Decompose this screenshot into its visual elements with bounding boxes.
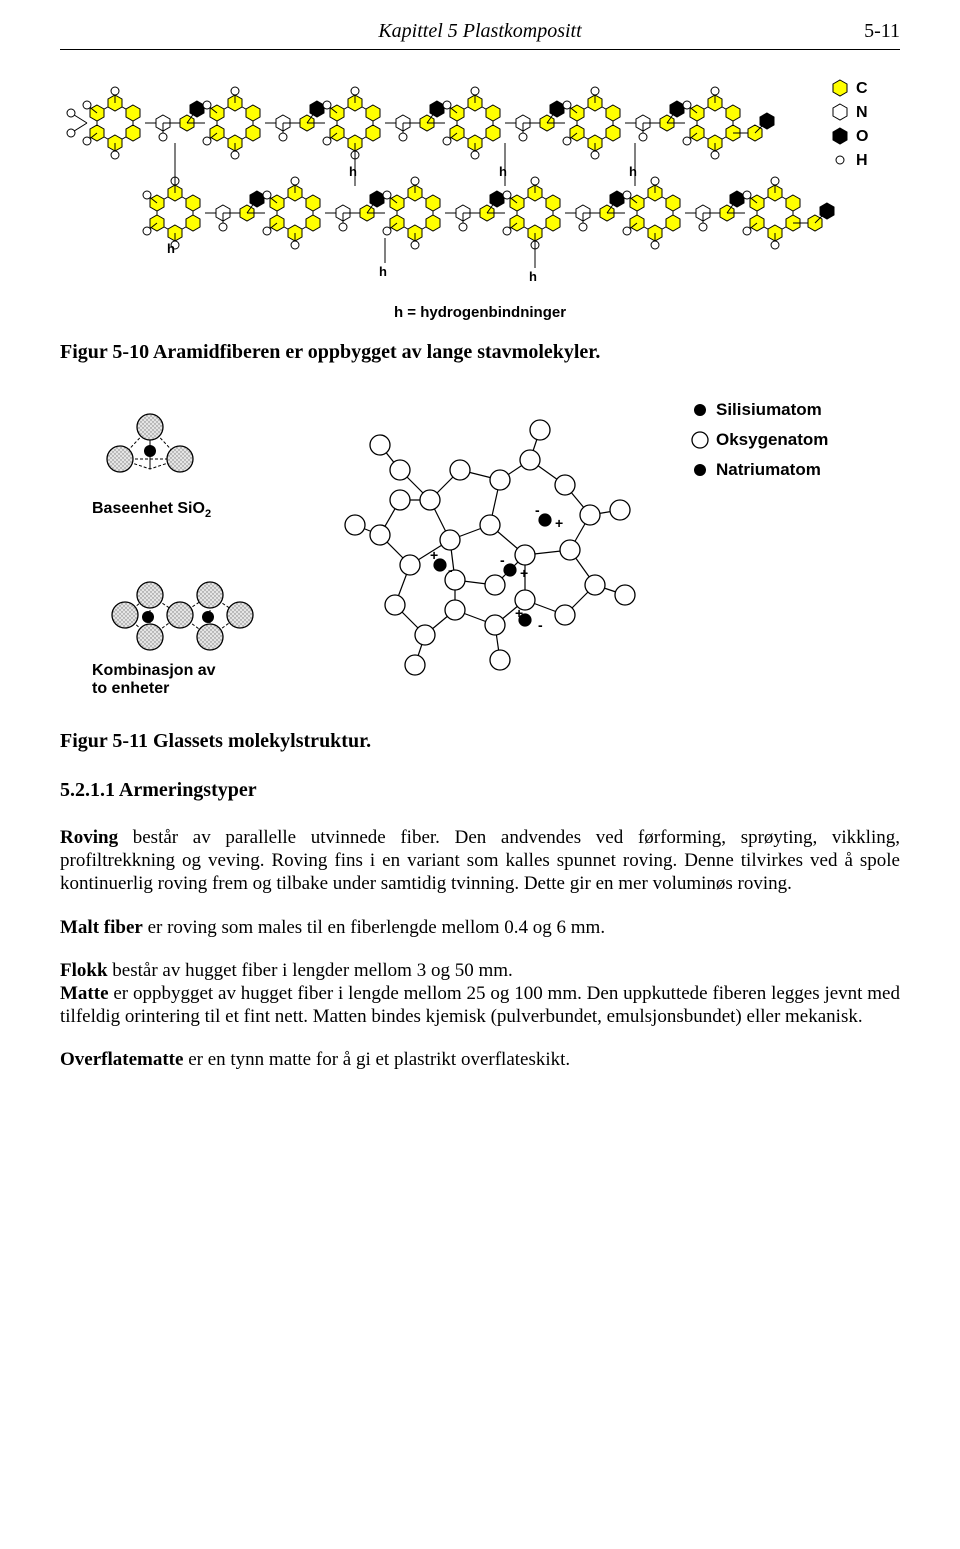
legend-o-label: Oksygenatom [716, 430, 828, 449]
h-marker: h [529, 269, 537, 284]
para-roving: Roving består av parallelle utvinnede fi… [60, 826, 900, 896]
svg-text:+: + [430, 547, 438, 563]
aramid-diagram-svg: h h h h h h C N O H [65, 68, 895, 298]
h-marker: h [629, 164, 637, 179]
figure-glass: +- -+ -+ +- Silisiumatom Oksygenatom Nat… [60, 390, 900, 720]
svg-text:+: + [555, 515, 563, 531]
term-flokk: Flokk [60, 960, 108, 981]
legend-h-label: H [856, 152, 868, 169]
figure-aramid: h h h h h h C N O H h = hydrogenbindning… [60, 68, 900, 321]
h-marker: h [349, 164, 357, 179]
text-roving: består av parallelle utvinnede fiber. De… [60, 827, 900, 894]
term-overflate: Overflatematte [60, 1049, 183, 1070]
h-marker: h [379, 264, 387, 279]
legend-o-label: O [856, 128, 868, 145]
para-malt: Malt fiber er roving som males til en fi… [60, 916, 900, 939]
h-marker: h [167, 241, 175, 256]
text-matte: er oppbygget av hugget fiber i lengde me… [60, 983, 900, 1027]
base-unit-text: Baseenhet SiO [92, 500, 205, 517]
legend-n-label: N [856, 104, 868, 121]
term-roving: Roving [60, 827, 118, 848]
section-heading: 5.2.1.1 Armeringstyper [60, 779, 900, 802]
svg-text:-: - [538, 617, 543, 633]
legend-c-label: C [856, 80, 868, 97]
svg-text:-: - [535, 502, 540, 518]
figure1-caption: Figur 5-10 Aramidfiberen er oppbygget av… [60, 341, 900, 364]
figure2-caption: Figur 5-11 Glassets molekylstruktur. [60, 730, 900, 753]
combo-line1: Kombinasjon av [92, 662, 216, 679]
term-malt: Malt fiber [60, 917, 143, 938]
base-unit-sub: 2 [205, 508, 211, 520]
legend-si-label: Silisiumatom [716, 400, 822, 419]
combo-label: Kombinasjon av to enheter [92, 662, 216, 699]
chapter-title: Kapittel 5 Plastkompositt [378, 20, 581, 43]
text-malt: er roving som males til en fiberlengde m… [143, 917, 605, 938]
svg-text:+: + [520, 565, 528, 581]
header-rule [60, 49, 900, 50]
legend-na-label: Natriumatom [716, 460, 821, 479]
svg-text:+: + [515, 605, 523, 621]
text-flokk: består av hugget fiber i lengder mellom … [108, 960, 513, 981]
para-flokk-matte: Flokk består av hugget fiber i lengder m… [60, 959, 900, 1029]
term-matte: Matte [60, 983, 109, 1004]
text-overflate: er en tynn matte for å gi et plastrikt o… [183, 1049, 570, 1070]
h-marker: h [499, 164, 507, 179]
base-unit-label: Baseenhet SiO2 [92, 500, 211, 520]
hbond-caption: h = hydrogenbindninger [60, 304, 900, 321]
svg-text:-: - [500, 552, 505, 568]
svg-text:-: - [448, 562, 453, 578]
page-header: Kapittel 5 Plastkompositt 5-11 [60, 20, 900, 43]
combo-line2: to enheter [92, 680, 169, 697]
para-overflate: Overflatematte er en tynn matte for å gi… [60, 1048, 900, 1071]
page-number: 5-11 [864, 20, 900, 43]
